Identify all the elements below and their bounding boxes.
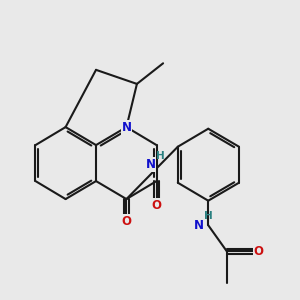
Text: O: O xyxy=(254,245,264,258)
Text: O: O xyxy=(152,199,161,212)
Text: N: N xyxy=(122,121,131,134)
Text: H: H xyxy=(204,211,213,221)
Text: O: O xyxy=(122,215,131,228)
Text: H: H xyxy=(156,151,165,160)
Text: N: N xyxy=(194,219,204,232)
Text: N: N xyxy=(146,158,155,171)
